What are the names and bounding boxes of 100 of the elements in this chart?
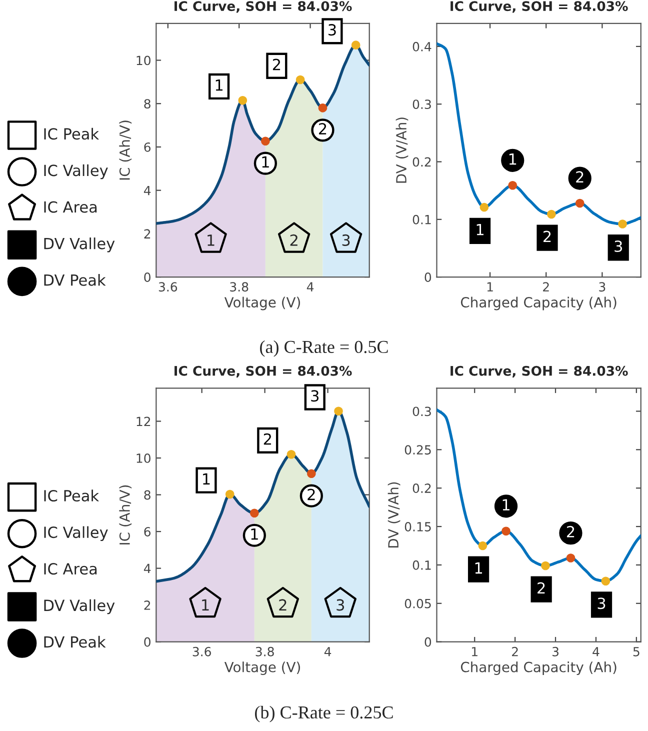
x-tick-label: 3 (599, 282, 606, 292)
y-tick-label: 0 (424, 272, 432, 282)
annotation: 1 (509, 153, 516, 165)
point (351, 40, 360, 50)
annotation: 2 (538, 582, 545, 594)
text: DV Peak (44, 274, 106, 286)
x-axis-title: Charged Capacity (Ah) (460, 662, 616, 675)
annotation: 2 (272, 58, 280, 70)
annotation: 1 (202, 599, 209, 611)
text: IC Valley (44, 526, 108, 542)
y-axis-title: DV (V/Ah) (388, 482, 400, 548)
y-tick-label: 0.2 (412, 484, 431, 494)
text: (a) C-Rate = 0.5C (260, 340, 388, 357)
y-tick-label: 4 (144, 564, 151, 574)
annotation: 2 (279, 599, 286, 611)
x-tick-label: 1 (487, 282, 493, 292)
point (286, 450, 296, 459)
y-tick-label: 8 (144, 99, 150, 109)
series-label: 1 (251, 528, 258, 540)
x-tick-label: 3.8 (256, 646, 274, 656)
x-tick-label: 3.8 (230, 282, 248, 292)
point (618, 220, 627, 228)
y-tick-label: 2 (144, 229, 150, 238)
annotation: 3 (614, 240, 622, 252)
y-tick-label: 0.4 (412, 42, 432, 52)
x-axis-title: Voltage (V) (224, 662, 300, 675)
point (318, 104, 328, 112)
annotation: 2 (544, 230, 551, 242)
y-axis-title: IC (Ah/V) (119, 120, 132, 180)
y-tick-label: 0.2 (412, 157, 431, 167)
point (502, 526, 510, 536)
point (478, 541, 488, 550)
chart-title: IC Curve, SOH = 84.03% (174, 1, 352, 13)
text: IC Area (44, 563, 97, 575)
y-tick-label: 6 (144, 527, 151, 536)
annotation: 3 (336, 599, 344, 611)
y-tick-label: 12 (136, 416, 150, 426)
x-tick-label: 3.6 (158, 282, 178, 292)
point (508, 180, 518, 190)
point (575, 198, 584, 208)
series-label: 3 (342, 234, 350, 246)
text: DV Valley (44, 599, 115, 614)
annotation: 1 (476, 224, 484, 236)
x-tick-label: 4 (324, 647, 332, 656)
annotation: 1 (208, 234, 214, 246)
y-tick-label: 0.1 (412, 560, 431, 570)
x-tick-label: 5 (633, 647, 640, 656)
text: IC Peak (44, 128, 100, 140)
point (566, 554, 576, 562)
y-tick-label: 0.1 (412, 214, 431, 224)
series-label: 1 (262, 156, 269, 168)
x-tick-label: 4 (592, 647, 600, 656)
x-axis-title: Voltage (V) (224, 296, 300, 310)
text: DV Valley (44, 237, 115, 252)
point (541, 561, 550, 570)
text: IC Area (44, 201, 97, 213)
series-label: 2 (308, 488, 315, 500)
x-axis-title: Charged Capacity (Ah) (460, 296, 616, 310)
x-tick-label: 2 (543, 282, 549, 292)
point (250, 508, 259, 518)
text: IC Valley (44, 164, 108, 180)
point (296, 75, 305, 84)
y-axis-title: IC (Ah/V) (119, 485, 132, 544)
x-tick-label: 3.6 (192, 646, 211, 656)
x-tick-label: 4 (306, 282, 314, 292)
y-tick-label: 0.3 (412, 100, 431, 110)
y-tick-label: 2 (144, 600, 150, 610)
series-label: 2 (318, 123, 326, 134)
text: IC Peak (44, 490, 100, 502)
point (261, 136, 270, 146)
point (334, 406, 343, 416)
y-axis-title: DV (V/Ah) (396, 118, 408, 183)
point (238, 96, 248, 105)
annotation: 3 (598, 598, 606, 610)
y-tick-label: 8 (144, 490, 150, 500)
y-tick-label: 0 (144, 272, 150, 282)
point (225, 490, 234, 499)
annotation: 3 (328, 24, 336, 36)
text: (b) C-Rate = 0.25C (255, 706, 393, 722)
chart-title: IC Curve, SOH = 84.03% (450, 366, 628, 378)
annotation: 1 (203, 473, 210, 485)
point (307, 469, 316, 478)
text: DV Peak (44, 636, 106, 648)
y-tick-label: 0.15 (404, 522, 431, 532)
point (547, 210, 556, 219)
y-tick-label: 10 (136, 453, 150, 463)
x-tick-label: 2 (512, 646, 518, 656)
x-tick-label: 3 (552, 646, 558, 656)
y-tick-label: 0 (144, 637, 150, 647)
annotation: 2 (576, 171, 584, 182)
y-tick-label: 4 (144, 186, 151, 196)
point (480, 202, 489, 212)
point (601, 576, 610, 586)
annotation: 2 (264, 433, 271, 445)
annotation: 2 (566, 526, 574, 538)
y-tick-label: 0.3 (412, 406, 431, 416)
y-tick-label: 0 (424, 637, 432, 647)
y-tick-label: 0.25 (404, 445, 431, 455)
annotation: 1 (502, 499, 510, 510)
y-tick-label: 6 (144, 142, 151, 152)
